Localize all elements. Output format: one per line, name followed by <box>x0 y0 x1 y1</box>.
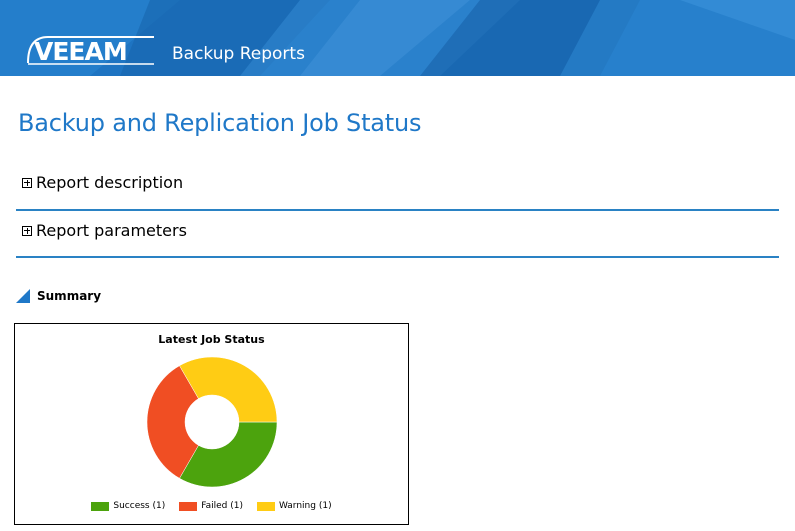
legend-item-warning: Warning (1) <box>256 501 332 511</box>
report-parameters-label[interactable]: Report parameters <box>36 221 187 240</box>
donut-chart <box>146 356 278 488</box>
chart-legend: Success (1) Failed (1) Warning (1) <box>15 501 408 511</box>
section-divider <box>16 256 779 258</box>
svg-text:VEEAM: VEEAM <box>34 37 127 66</box>
legend-label: Warning (1) <box>278 501 332 511</box>
expand-icon[interactable] <box>22 177 32 188</box>
report-description-label[interactable]: Report description <box>36 173 184 192</box>
latest-job-status-chart: Latest Job Status Success (1) Failed (1) W… <box>14 323 409 525</box>
veeam-logo: VEEAM <box>27 36 154 66</box>
report-parameters-toggle[interactable]: Report parameters <box>22 221 187 240</box>
legend-item-success: Success (1) <box>91 501 165 511</box>
legend-item-failed: Failed (1) <box>179 501 243 511</box>
legend-label: Failed (1) <box>201 501 243 511</box>
legend-label: Success (1) <box>113 501 166 511</box>
legend-swatch <box>256 501 275 511</box>
slice-success <box>179 421 278 488</box>
section-divider <box>16 209 779 211</box>
summary-label: Summary <box>37 289 102 303</box>
legend-swatch <box>179 501 198 511</box>
report-description-toggle[interactable]: Report description <box>22 173 183 192</box>
product-name: Backup Reports <box>172 44 305 64</box>
slice-failed <box>146 365 199 479</box>
triangle-icon <box>16 289 30 303</box>
slice-warning <box>179 356 278 423</box>
legend-swatch <box>91 501 110 511</box>
summary-heading: Summary <box>16 289 101 303</box>
page-title: Backup and Replication Job Status <box>18 109 422 137</box>
expand-icon[interactable] <box>22 225 32 236</box>
banner-background <box>0 0 795 76</box>
chart-title: Latest Job Status <box>158 333 265 346</box>
header-banner: VEEAM Backup Reports <box>0 0 795 76</box>
